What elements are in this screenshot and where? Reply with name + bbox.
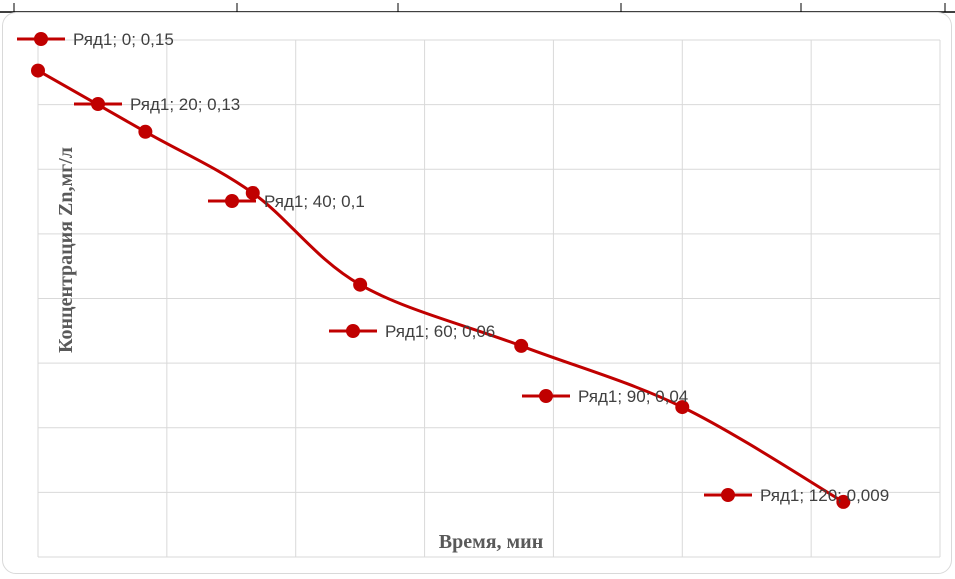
data-label: Ряд1; 60; 0,06 (329, 322, 495, 341)
data-label-key-marker (346, 324, 360, 338)
data-label-key-marker (34, 32, 48, 46)
data-label: Ряд1; 90; 0,04 (522, 387, 688, 406)
data-point-marker (836, 494, 851, 509)
data-label-text: Ряд1; 40; 0,1 (264, 192, 365, 211)
grid-lines (37, 39, 941, 558)
data-label-key-marker (91, 97, 105, 111)
data-label-key-marker (539, 389, 553, 403)
data-markers (31, 63, 851, 509)
data-point-marker (514, 338, 529, 353)
data-point-marker (31, 63, 45, 78)
data-point-marker (675, 400, 690, 415)
data-labels: Ряд1; 0; 0,15 Ряд1; 20; 0,13 Ряд1; 40; 0,1… (17, 30, 889, 505)
data-label: Ряд1; 20; 0,13 (74, 95, 240, 114)
x-axis-title: Время, мин (439, 531, 543, 553)
data-label-key-marker (225, 194, 239, 208)
data-label-key-marker (721, 488, 735, 502)
series-line (36, 69, 845, 504)
chart-frame (2, 12, 952, 574)
data-label-text: Ряд1; 120; 0,009 (760, 486, 889, 505)
data-label-text: Ряд1; 20; 0,13 (130, 95, 240, 114)
y-axis-title: Концентрация Zn,мг/л (55, 147, 77, 353)
data-point-marker (353, 277, 368, 292)
data-point-marker (245, 185, 260, 200)
data-label-text: Ряд1; 60; 0,06 (385, 322, 495, 341)
data-label-text: Ряд1; 90; 0,04 (578, 387, 688, 406)
data-label-text: Ряд1; 0; 0,15 (73, 30, 174, 49)
data-label: Ряд1; 0; 0,15 (17, 30, 174, 49)
data-point-marker (138, 124, 153, 139)
data-label: Ряд1; 120; 0,009 (704, 486, 889, 505)
data-label: Ряд1; 40; 0,1 (208, 192, 365, 211)
